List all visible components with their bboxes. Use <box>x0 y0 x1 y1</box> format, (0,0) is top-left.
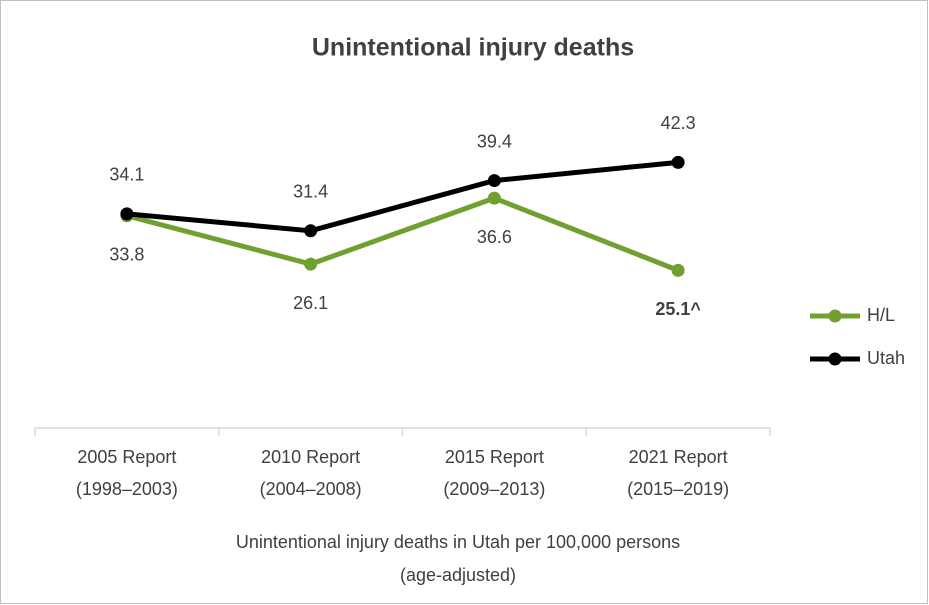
legend-label: H/L <box>867 305 895 325</box>
data-label: 33.8 <box>109 244 144 264</box>
x-axis-label: Unintentional injury deaths in Utah per … <box>236 532 680 552</box>
x-axis-label: (age-adjusted) <box>400 565 516 585</box>
legend-marker <box>828 309 842 323</box>
x-tick-label: (2009–2013) <box>443 479 545 499</box>
x-tick-label: 2005 Report <box>77 447 176 467</box>
data-label: 34.1 <box>109 165 144 185</box>
data-label: 36.6 <box>477 227 512 247</box>
data-point <box>671 263 685 277</box>
data-point <box>120 207 134 221</box>
data-point <box>487 191 501 205</box>
data-point <box>671 155 685 169</box>
x-tick-label: (2004–2008) <box>260 479 362 499</box>
x-tick-label: (2015–2019) <box>627 479 729 499</box>
data-point <box>304 224 318 238</box>
series-line <box>126 195 680 273</box>
data-label: 39.4 <box>477 131 512 151</box>
x-tick-label: 2021 Report <box>629 447 728 467</box>
data-point <box>304 257 318 271</box>
data-label: 42.3 <box>661 113 696 133</box>
data-label: 31.4 <box>293 182 328 202</box>
chart-title: Unintentional injury deaths <box>312 34 634 62</box>
series-line <box>126 159 679 234</box>
x-tick-label: (1998–2003) <box>76 479 178 499</box>
legend-marker <box>828 352 842 366</box>
data-label: 26.1 <box>293 293 328 313</box>
data-point <box>487 174 501 188</box>
data-label: 25.1^ <box>655 299 701 319</box>
x-tick-label: 2010 Report <box>261 447 360 467</box>
legend-label: Utah <box>867 348 905 368</box>
x-tick-label: 2015 Report <box>445 447 544 467</box>
